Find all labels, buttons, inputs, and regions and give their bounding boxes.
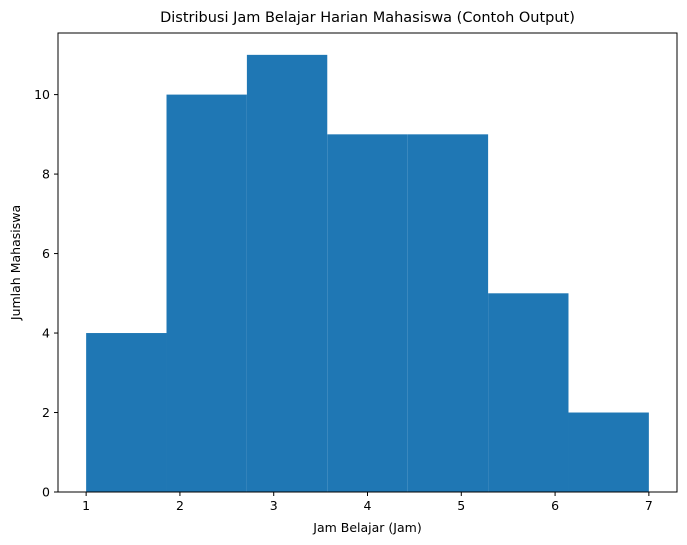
histogram-bar-2 — [166, 94, 247, 492]
y-tick-label: 8 — [42, 167, 50, 182]
x-tick-label: 1 — [82, 498, 90, 513]
histogram-bar-4 — [327, 134, 408, 493]
x-tick-label: 4 — [364, 498, 372, 513]
histogram-bar-3 — [246, 54, 328, 492]
histogram-bar-1 — [86, 333, 167, 492]
y-tick-label: 0 — [42, 485, 50, 500]
y-axis-ticks: 0 2 4 6 8 10 — [34, 87, 58, 500]
histogram-bar-6 — [488, 293, 569, 492]
y-axis-label: Jumlah Mahasiswa — [8, 205, 23, 321]
y-tick-label: 2 — [42, 405, 50, 420]
plot-frame — [57, 32, 678, 493]
x-tick-label: 5 — [457, 498, 465, 513]
bars-group — [86, 54, 649, 493]
y-tick-label: 10 — [34, 87, 50, 102]
histogram-bar-7 — [568, 412, 649, 492]
chart-title: Distribusi Jam Belajar Harian Mahasiswa … — [160, 10, 575, 26]
x-tick-label: 3 — [270, 498, 278, 513]
x-tick-label: 2 — [176, 498, 184, 513]
y-tick-label: 4 — [42, 326, 50, 341]
histogram-bar-5 — [407, 134, 489, 493]
x-axis-label: Jam Belajar (Jam) — [312, 520, 421, 535]
x-tick-label: 7 — [645, 498, 653, 513]
y-tick-label: 6 — [42, 246, 50, 261]
x-tick-label: 6 — [551, 498, 559, 513]
x-axis-ticks: 1 2 3 4 5 6 7 — [82, 492, 653, 513]
